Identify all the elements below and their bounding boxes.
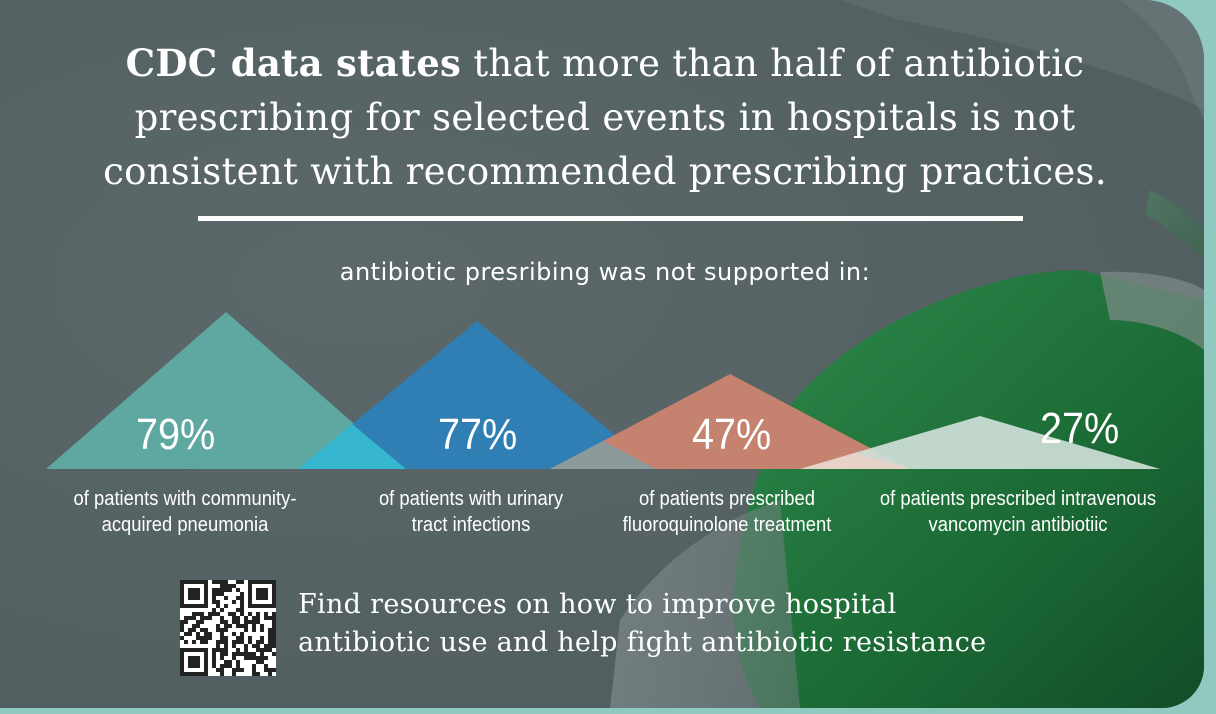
stat-caption-1-line2: acquired pneumonia [102,514,269,536]
footer-line2: antibiotic use and help fight antibiotic… [298,624,1098,662]
stat-caption-1-line1: of patients with community- [74,488,297,510]
footer-line1: Find resources on how to improve hospita… [298,586,1098,624]
stat-caption-2: of patients with urinary tract infection… [350,486,591,538]
stat-percent-2: 77% [438,410,517,460]
stat-caption-4-line1: of patients prescribed intravenous [880,488,1156,510]
infographic-card: CDC data states that more than half of a… [0,0,1204,708]
footer-text: Find resources on how to improve hospita… [298,586,1098,662]
stat-caption-3: of patients prescribed fluoroquinolone t… [606,486,847,538]
stat-caption-4-line2: vancomycin antibiotiic [929,514,1108,536]
stat-percent-4: 27% [1040,404,1119,454]
stat-percent-3: 47% [692,410,771,460]
qr-code[interactable] [180,580,276,676]
stat-caption-4: of patients prescribed intravenous vanco… [863,486,1172,538]
stat-percent-1: 79% [136,410,215,460]
stat-caption-3-line1: of patients prescribed [639,488,815,510]
stat-caption-2-line2: tract infections [412,514,531,536]
stat-caption-3-line2: fluoroquinolone treatment [623,514,832,536]
stat-caption-1: of patients with community- acquired pne… [52,486,319,538]
stat-caption-2-line1: of patients with urinary [379,488,563,510]
